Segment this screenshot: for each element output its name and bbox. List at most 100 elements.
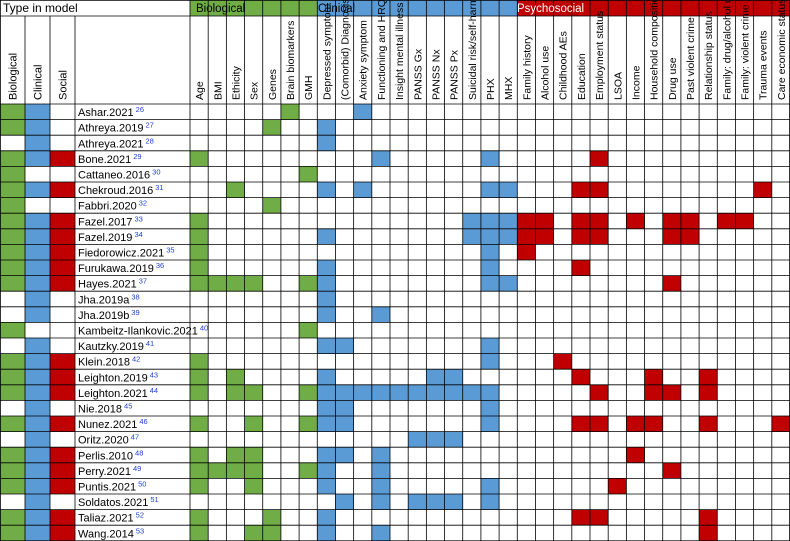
feature-cell (317, 509, 336, 526)
feature-cell (317, 478, 336, 494)
feature-cell (317, 369, 336, 385)
study-name: Oritz.2020 47 (78, 433, 139, 447)
feature-column-label: PHX (485, 78, 497, 100)
study-reference: 40 (200, 324, 208, 333)
feature-cell (480, 353, 500, 370)
feature-cell (626, 447, 645, 463)
feature-cell (190, 416, 209, 432)
study-name: Athreya.2019 27 (78, 121, 154, 135)
feature-cell (244, 462, 263, 479)
clinical-group-header: Clinical (318, 3, 355, 15)
study-reference: 27 (145, 121, 153, 130)
study-name: Jha.2019a 38 (78, 292, 140, 306)
group-band-cell (590, 0, 609, 16)
feature-cell (317, 400, 336, 416)
feature-cell (317, 416, 336, 432)
feature-cell (553, 353, 572, 370)
feature-column-label: GMH (303, 76, 315, 101)
feature-cell (371, 384, 390, 401)
feature-cell (517, 228, 536, 245)
type-cell (0, 150, 25, 167)
study-reference: 28 (145, 136, 153, 145)
feature-column-label: Genes (267, 69, 279, 100)
group-band-cell (535, 0, 554, 16)
type-column-label: Biological (8, 53, 20, 100)
feature-cell (262, 197, 281, 214)
feature-cell (462, 384, 481, 401)
feature-cell (590, 509, 609, 526)
feature-cell (244, 478, 263, 494)
study-name: Fazel.2019 34 (78, 230, 143, 244)
feature-cell (226, 182, 245, 198)
feature-cell (190, 244, 209, 260)
type-cell (0, 182, 25, 198)
study-reference: 42 (132, 355, 140, 364)
study-name: Nie.2018 45 (78, 402, 132, 416)
type-column-label: Clinical (33, 65, 45, 100)
feature-cell (317, 306, 336, 323)
feature-cell (444, 384, 463, 401)
feature-cell (571, 260, 590, 276)
feature-column-label: Sex (249, 81, 261, 100)
feature-cell (353, 104, 372, 120)
feature-column-label: LSOA (612, 72, 624, 100)
group-band-cell (735, 0, 754, 16)
group-band-cell (553, 0, 572, 16)
feature-cell (535, 213, 554, 229)
group-band-cell (608, 0, 627, 16)
feature-cell (535, 228, 554, 245)
type-cell (0, 322, 25, 338)
type-cell (50, 525, 75, 541)
study-name: Wang.2014 53 (78, 526, 144, 540)
group-band-cell (190, 0, 209, 16)
study-name: Hayes.2021 37 (78, 277, 147, 291)
feature-cell (317, 260, 336, 276)
feature-column-label: Income (630, 65, 642, 100)
study-name: Jha.2019b 39 (78, 308, 140, 322)
feature-cell (480, 400, 500, 416)
feature-cell (499, 228, 518, 245)
type-cell (25, 525, 50, 541)
feature-cell (226, 447, 245, 463)
type-cell (0, 166, 25, 182)
feature-column-label: BMI (212, 81, 224, 100)
study-name: Soldatos.2021 51 (78, 495, 159, 509)
feature-cell (462, 213, 481, 229)
study-reference: 50 (138, 480, 146, 489)
feature-cell (571, 369, 590, 385)
feature-column-label: MHX (503, 77, 515, 100)
study-name: Athreya.2021 28 (78, 136, 154, 150)
feature-column-label: Drug use (667, 57, 679, 100)
group-band-cell (480, 0, 500, 16)
feature-cell (571, 182, 590, 198)
type-cell (25, 228, 50, 245)
feature-cell (590, 150, 609, 167)
feature-cell (444, 494, 463, 510)
feature-cell (480, 228, 500, 245)
feature-cell (317, 447, 336, 463)
feature-cell (499, 182, 518, 198)
feature-cell (680, 213, 700, 229)
feature-cell (735, 213, 754, 229)
type-cell (25, 291, 50, 307)
type-cell (25, 478, 50, 494)
feature-cell (590, 182, 609, 198)
feature-cell (317, 228, 336, 245)
group-band-cell (426, 0, 445, 16)
study-name: Puntis.2021 50 (78, 480, 146, 494)
type-cell (50, 509, 75, 526)
group-band-cell (353, 0, 372, 16)
type-cell (25, 244, 50, 260)
feature-cell (408, 384, 427, 401)
feature-cell (480, 150, 500, 167)
feature-cell (190, 369, 209, 385)
feature-cell (280, 104, 300, 120)
study-name: Klein.2018 42 (78, 355, 140, 369)
study-reference: 36 (156, 261, 164, 270)
feature-cell (590, 416, 609, 432)
group-band-cell (335, 0, 354, 16)
feature-column-label: Alcohol use (540, 46, 552, 100)
feature-cell (462, 228, 481, 245)
